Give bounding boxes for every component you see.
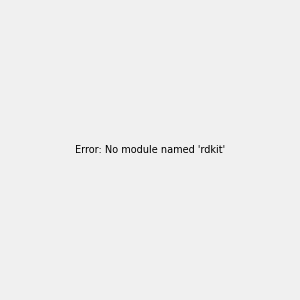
Text: Error: No module named 'rdkit': Error: No module named 'rdkit' xyxy=(75,145,225,155)
